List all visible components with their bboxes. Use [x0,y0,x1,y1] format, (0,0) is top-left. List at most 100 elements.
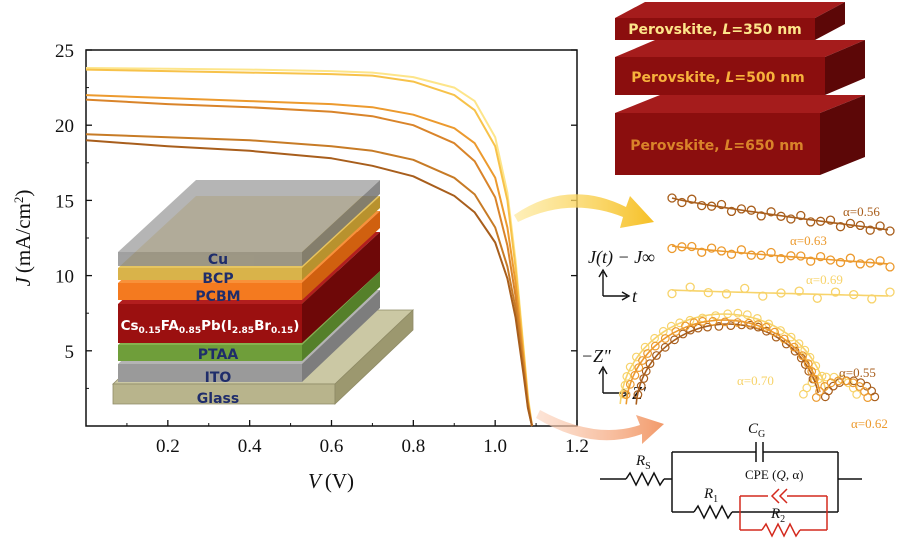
transient-point [865,258,875,268]
x-tick-label: 1.2 [565,436,589,457]
transient-point [703,287,713,298]
impedance-point-lowfreq [815,387,824,396]
impedance-point [711,311,720,321]
transient-point [726,206,737,217]
impedance-point [779,334,789,344]
impedance-point [798,351,807,361]
resistor-rs [625,471,665,487]
transient-xlabel: t [632,286,638,306]
stack-layer-cu [118,180,380,266]
impedance-point-lowfreq [863,393,873,403]
stack-label-bcp: BCP [202,271,233,287]
impedance-point [638,356,647,365]
stack-label-ito: ITO [205,370,232,386]
label-r1: R1 [703,486,718,505]
transient-point [875,256,885,266]
y-tick-label: 15 [55,191,74,212]
impedance-point [733,308,743,318]
impedance-point [641,366,651,376]
impedance-point [752,314,762,323]
stack-label-perovskite: Cs0.15FA0.85Pb(I2.85Br0.15) [121,318,300,336]
impedance-point-lowfreq [843,378,853,388]
x-axis-label: V (V) [308,469,354,493]
transient-point [865,225,875,235]
y-tick-label: 20 [55,116,74,137]
impedance-point [776,326,785,335]
impedance-point [650,341,660,351]
impedance-point [622,372,632,381]
impedance-point-lowfreq [855,382,864,391]
transient-point [721,289,732,299]
stack-label-cu: Cu [208,252,228,268]
impedance-point-lowfreq [870,392,880,402]
impedance-point [666,321,676,331]
transient-point [825,215,836,225]
transient-point [687,194,697,204]
impedance-point [708,316,718,326]
impedance-point [789,342,799,352]
impedance-point-lowfreq [848,378,858,388]
y-tick-label: 10 [55,267,74,288]
transient-point [796,210,806,221]
impedance-point [720,317,730,327]
transient-point [697,200,707,211]
impedance-point [761,322,771,332]
transient-point [776,211,786,221]
transient-ylabel: J(t) − J∞ [588,247,655,268]
impedance-ylabel: −Z" [581,346,611,366]
transient-point [746,205,756,215]
transient-point [845,253,856,263]
stack-label-glass: Glass [197,391,239,407]
impedance-point [733,318,742,327]
transient-fit-2 [671,289,889,297]
transient-point [687,241,697,252]
impedance-point [660,342,670,352]
impedance-point [689,318,699,328]
transient-axes [598,268,631,301]
transient-point [885,287,895,297]
transient-point [667,193,677,203]
slab-350nm: Perovskite, L=350 nm [615,2,845,40]
x-tick-label: 1.0 [483,436,507,457]
transient-point [766,207,776,217]
impedance-point [742,310,752,320]
x-tick-label: 0.2 [156,436,180,457]
label-cg: CG [748,421,765,440]
thickness-slabs: Perovskite, L=350 nm Perovskite, L=500 n… [615,2,865,175]
transient-point [685,282,695,292]
transient-point [806,256,816,266]
transient-point [786,214,796,224]
jv-ticks: 0.2 0.4 0.6 0.8 1.0 1.2 5 10 15 20 25 [55,41,589,457]
x-tick-label: 0.6 [320,436,344,457]
impedance-point [636,381,646,391]
impedance-point [800,345,810,355]
transient-point [766,247,776,258]
transient-point [796,251,806,261]
transient-point [845,218,856,229]
impedance-point [723,309,733,319]
impedance-alpha-1: α=0.55 [839,365,876,380]
transient-point [815,251,826,262]
impedance-point [807,367,817,376]
impedance-point [634,363,644,373]
transient-point [786,251,796,261]
transient-point [736,204,747,214]
transient-point [736,245,747,255]
impedance-point [744,318,754,328]
transient-point [885,262,895,272]
jv-series-group [85,67,533,427]
jv-series-line-5 [85,139,533,427]
impedance-point [643,349,652,358]
transient-alpha-1: α=0.63 [790,233,827,248]
transient-point [677,197,687,208]
impedance-point [625,379,635,389]
arrow-to-impedance [536,410,664,444]
transient-point [794,286,804,296]
transient-point [677,242,687,252]
transient-point [855,259,865,269]
resistor-r2 [761,522,801,538]
transient-point [835,222,846,232]
impedance-point [803,359,813,369]
transient-point [830,287,841,297]
